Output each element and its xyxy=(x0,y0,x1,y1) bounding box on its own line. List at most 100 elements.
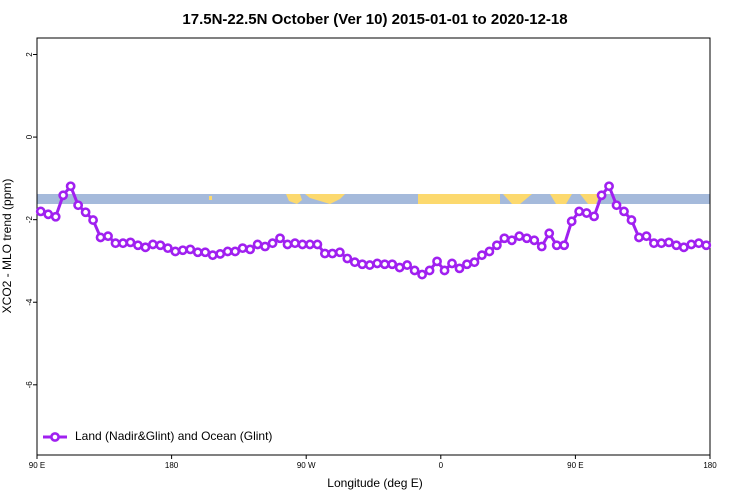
data-point xyxy=(379,259,390,270)
data-point xyxy=(357,259,368,270)
data-point xyxy=(701,240,712,251)
data-point xyxy=(566,216,577,227)
data-point xyxy=(245,244,256,255)
data-point xyxy=(65,181,76,192)
data-point xyxy=(656,238,667,249)
data-point xyxy=(282,239,293,250)
legend-marker xyxy=(50,432,60,442)
data-point xyxy=(604,181,614,192)
data-point xyxy=(424,265,435,276)
y-tick-label: -4 xyxy=(25,298,34,306)
y-tick-label: -2 xyxy=(25,216,34,224)
data-point xyxy=(43,209,54,220)
land-patch xyxy=(503,194,532,204)
data-point xyxy=(364,260,375,270)
data-point xyxy=(267,238,278,249)
land-patch xyxy=(286,194,302,204)
data-point xyxy=(559,240,570,251)
data-point xyxy=(103,231,113,242)
data-point xyxy=(207,250,218,261)
data-point xyxy=(215,249,226,259)
data-point xyxy=(581,208,592,218)
data-point xyxy=(334,247,345,258)
data-point xyxy=(484,246,495,257)
data-point xyxy=(319,248,330,259)
data-point xyxy=(574,206,585,217)
data-point xyxy=(417,269,428,280)
y-axis-label: XCO2 - MLO trend (ppm) xyxy=(0,179,14,314)
data-point xyxy=(88,215,98,225)
data-point xyxy=(162,243,173,254)
data-point xyxy=(95,232,106,243)
data-point xyxy=(35,206,46,217)
data-point xyxy=(192,247,203,258)
y-tick-label: 0 xyxy=(25,134,34,139)
legend-label: Land (Nadir&Glint) and Ocean (Glint) xyxy=(75,429,272,443)
x-tick-label: 180 xyxy=(703,461,717,470)
data-point xyxy=(611,200,622,211)
data-point xyxy=(649,238,659,249)
data-point xyxy=(634,232,644,243)
x-tick-label: 180 xyxy=(165,461,179,470)
data-point xyxy=(260,241,270,252)
land-patch xyxy=(418,194,500,204)
data-point xyxy=(506,235,517,246)
data-point xyxy=(349,257,360,268)
data-point xyxy=(237,243,248,254)
data-point xyxy=(589,211,599,222)
data-point xyxy=(409,265,420,276)
data-point xyxy=(230,246,241,257)
data-point xyxy=(477,250,487,261)
x-tick-label: 0 xyxy=(439,461,444,470)
data-point xyxy=(387,259,398,270)
data-point xyxy=(454,263,465,274)
data-point xyxy=(58,190,69,201)
data-point xyxy=(663,237,674,248)
chart-title: 17.5N-22.5N October (Ver 10) 2015-01-01 … xyxy=(182,11,567,28)
data-point xyxy=(73,200,84,211)
data-point xyxy=(50,211,61,222)
data-point xyxy=(693,238,704,249)
land-ocean-mask xyxy=(37,194,710,204)
x-axis-label: Longitude (deg E) xyxy=(327,476,422,490)
land-patch xyxy=(550,194,572,204)
data-point xyxy=(290,238,300,249)
data-point xyxy=(80,207,91,218)
ocean-band xyxy=(37,194,710,204)
data-point xyxy=(118,238,128,249)
data-point xyxy=(133,240,143,251)
x-tick-label: 90 E xyxy=(567,461,583,470)
data-point xyxy=(394,262,405,273)
data-point xyxy=(177,245,188,256)
data-point xyxy=(170,246,181,257)
data-point xyxy=(155,240,166,251)
data-point xyxy=(275,233,285,244)
data-point xyxy=(447,258,457,269)
data-point xyxy=(432,256,442,267)
data-point xyxy=(619,206,629,217)
data-point xyxy=(110,238,121,249)
data-point xyxy=(551,240,562,251)
data-point xyxy=(305,239,315,250)
data-point xyxy=(491,240,502,251)
data-point xyxy=(626,215,637,225)
data-point xyxy=(342,253,353,264)
data-point xyxy=(596,190,607,201)
data-point xyxy=(148,239,158,250)
land-patch xyxy=(209,196,212,200)
land-patch xyxy=(305,194,345,204)
land-patch xyxy=(580,194,600,204)
data-point xyxy=(544,228,555,239)
data-point xyxy=(514,231,525,242)
data-point xyxy=(312,239,323,250)
x-tick-label: 90 E xyxy=(29,461,45,470)
x-tick-label: 90 W xyxy=(297,461,316,470)
data-point xyxy=(185,244,196,255)
data-point xyxy=(521,233,532,244)
data-point xyxy=(671,240,682,251)
data-point xyxy=(499,233,510,244)
data-point xyxy=(372,258,383,269)
data-point xyxy=(469,257,480,268)
y-tick-label: -6 xyxy=(25,381,34,389)
